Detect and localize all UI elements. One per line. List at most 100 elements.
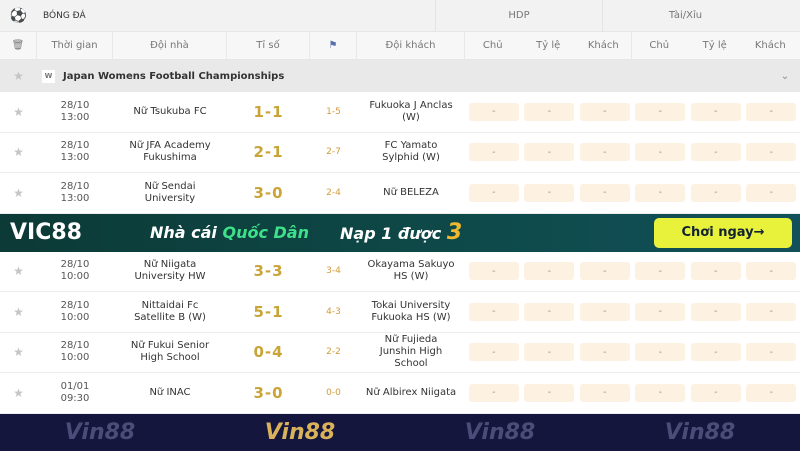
odds-cell[interactable]: - [690,262,741,281]
match-time: 01/01 09:30 [37,373,113,413]
odds-cell[interactable]: - [579,383,630,402]
star-icon[interactable]: ★ [13,345,24,360]
odds-cell[interactable]: - [746,183,797,202]
match-clock: 13:00 [60,152,90,164]
odds-cell[interactable]: - [579,143,630,162]
odds-cell[interactable]: - [635,143,686,162]
odds-cell[interactable]: - [635,102,686,121]
match-date: 28/10 [60,340,90,352]
odds-cell[interactable]: - [746,143,797,162]
away-team: Fukuoka J Anclas (W) [369,99,453,123]
star-icon[interactable]: ★ [13,385,24,400]
trash-icon[interactable]: 🗑 [0,32,37,59]
odds-cell[interactable]: - [468,262,519,281]
hdp-header: HDP [435,0,602,31]
odds-cell[interactable]: - [635,262,686,281]
odds-cell[interactable]: - [468,143,519,162]
away-team: Nữ Albirex Niigata [365,386,457,398]
star-icon[interactable]: ★ [13,69,24,83]
sport-title: BÓNG ĐÁ [43,10,86,21]
home-team: Nữ Fukui Senior High School [130,340,210,364]
odds-cell[interactable]: - [635,343,686,362]
odds-cell[interactable]: - [746,383,797,402]
odds-cell[interactable]: - [635,383,686,402]
odds-cell[interactable]: - [524,143,575,162]
vin88-logo: Vin88 [464,419,536,445]
match-row[interactable]: ★ 28/10 13:00 Nữ Sendai University 3-0 2-… [0,173,800,214]
odds-cell[interactable]: - [579,262,630,281]
odds-cell[interactable]: - [690,383,741,402]
play-now-button[interactable]: Chơi ngay→ [654,217,792,248]
odds-cell[interactable]: - [690,183,741,202]
odds-cell[interactable]: - [468,183,519,202]
odds-cell[interactable]: - [635,302,686,321]
odds-cell[interactable]: - [468,302,519,321]
odds-cell[interactable]: - [524,183,575,202]
slogan-part1: Nhà cái [150,223,223,242]
odds-cell[interactable]: - [524,262,575,281]
match-row[interactable]: ★ 28/10 10:00 Nữ Niigata University HW 3-… [0,251,800,292]
match-row[interactable]: ★ 28/10 13:00 Nữ Tsukuba FC 1-1 1-5 Fukuo… [0,92,800,133]
vin88-logo: Vin88 [664,419,736,445]
league-name: Japan Womens Football Championships [63,70,285,82]
odds-cell[interactable]: - [746,302,797,321]
odds-cell[interactable]: - [690,343,741,362]
col-time: Thời gian [37,32,113,59]
match-score: 0-4 [253,343,284,362]
vic88-logo: VIC88 [10,220,82,245]
home-team: Nữ Sendai University [144,180,196,204]
star-icon[interactable]: ★ [13,304,24,319]
odds-cell[interactable]: - [524,102,575,121]
match-score: 1-1 [253,102,284,121]
col-tx-tyle: Tỷ lệ [702,39,727,51]
match-row[interactable]: ★ 28/10 13:00 Nữ JFA Academy Fukushima 2-… [0,132,800,173]
odds-cell[interactable]: - [746,343,797,362]
vin88-logo: Vin88 [64,419,136,445]
odds-cell[interactable]: - [690,143,741,162]
star-icon[interactable]: ★ [13,145,24,160]
match-row[interactable]: ★ 28/10 10:00 Nittaidai Fc Satellite B (W… [0,292,800,333]
star-icon[interactable]: ★ [13,185,24,200]
odds-cell[interactable]: - [524,383,575,402]
home-team: Nittaidai Fc Satellite B (W) [134,299,206,323]
odds-cell[interactable]: - [746,262,797,281]
odds-cell[interactable]: - [579,302,630,321]
match-clock: 13:00 [60,111,90,123]
odds-cell[interactable]: - [468,343,519,362]
match-score: 3-0 [253,383,284,402]
match-date: 28/10 [60,299,90,311]
col-away: Đội khách [357,32,465,59]
match-row[interactable]: ★ 28/10 10:00 Nữ Fukui Senior High School… [0,332,800,373]
star-icon[interactable]: ★ [13,104,24,119]
match-clock: 10:00 [60,271,90,283]
match-row[interactable]: ★ 01/01 09:30 Nữ INAC 3-0 0-0 Nữ Albirex … [0,373,800,414]
odds-cell[interactable]: - [690,302,741,321]
corner-flag-icon: ⚑ [310,32,357,59]
vin88-banner[interactable]: Vin88 Vin88 Vin88 Vin88 [0,413,800,451]
match-score: 3-3 [253,262,284,281]
league-row[interactable]: ★ W Japan Womens Football Championships … [0,60,800,92]
odds-cell[interactable]: - [468,102,519,121]
home-team: Nữ Tsukuba FC [133,105,207,117]
banner-slogan: Nhà cái Quốc Dân [150,223,340,242]
match-date: 28/10 [60,140,90,152]
odds-cell[interactable]: - [579,183,630,202]
chevron-down-icon[interactable]: ⌄ [780,70,790,82]
odds-cell[interactable]: - [579,343,630,362]
away-team: Nữ Fujieda Junshin High School [379,334,443,370]
promo-number: 3 [446,220,463,245]
match-time: 28/10 13:00 [37,133,113,173]
odds-cell[interactable]: - [524,343,575,362]
match-time: 28/10 10:00 [37,252,113,292]
promo-text: Nạp 1 được [340,224,447,243]
odds-cell[interactable]: - [746,102,797,121]
odds-cell[interactable]: - [690,102,741,121]
odds-cell[interactable]: - [524,302,575,321]
vic88-banner[interactable]: VIC88 Nhà cái Quốc Dân Nạp 1 được 3 Chơi… [0,213,800,252]
away-team: Nữ BELEZA [383,186,439,198]
odds-cell[interactable]: - [635,183,686,202]
col-home: Đội nhà [113,32,227,59]
odds-cell[interactable]: - [579,102,630,121]
star-icon[interactable]: ★ [13,264,24,279]
odds-cell[interactable]: - [468,383,519,402]
